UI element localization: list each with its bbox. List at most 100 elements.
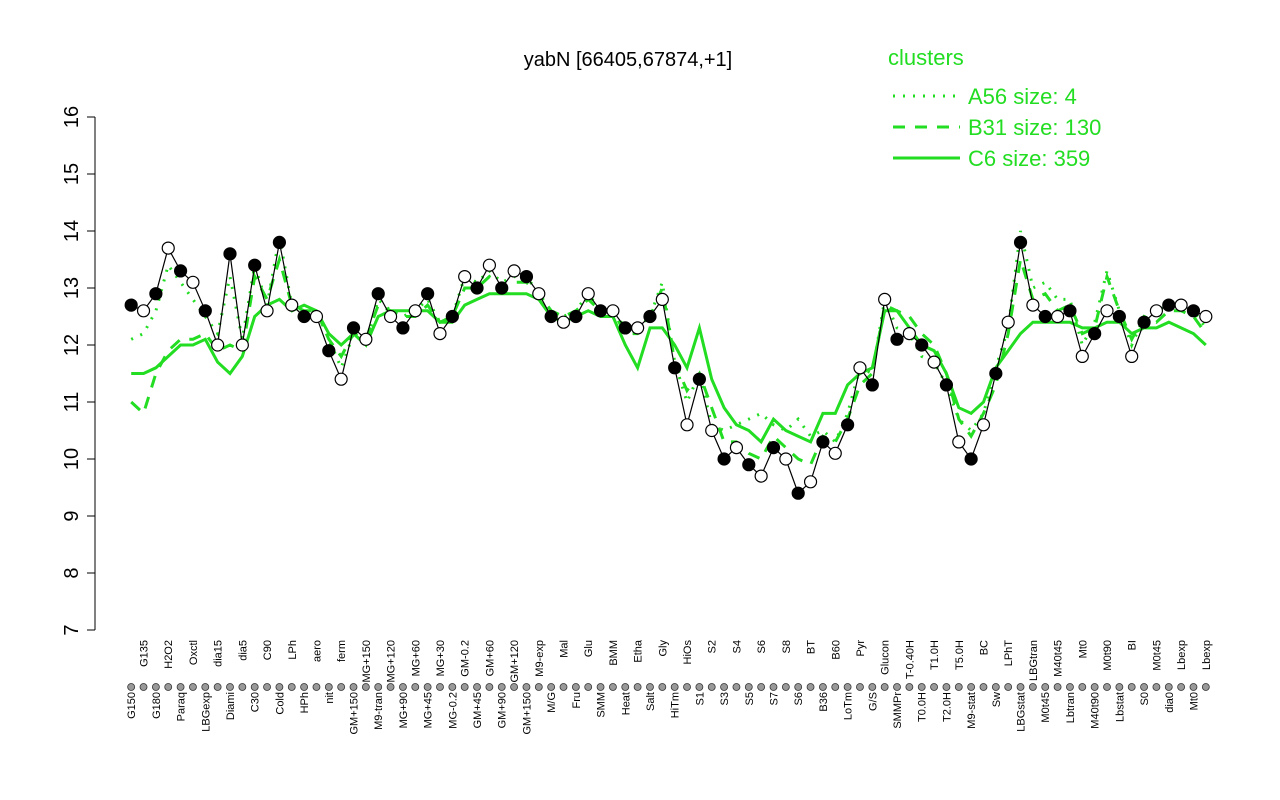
data-point xyxy=(260,304,274,318)
x-tick-label: MG+150 xyxy=(361,640,373,683)
x-rug xyxy=(460,683,469,691)
data-point xyxy=(235,338,249,352)
x-tick-label: Paraq xyxy=(176,692,188,721)
data-point xyxy=(1186,304,1201,318)
x-tick-label: aero xyxy=(311,640,323,662)
data-point xyxy=(322,344,336,358)
x-rug xyxy=(485,683,494,691)
x-tick-label: Lbexp xyxy=(1176,640,1188,670)
x-tick-label: HPh xyxy=(299,692,311,713)
data-point xyxy=(1174,298,1188,312)
cluster-line xyxy=(130,254,1208,467)
x-rug xyxy=(905,683,914,691)
data-point xyxy=(544,309,558,324)
x-tick-label: C30 xyxy=(250,692,262,712)
x-rug xyxy=(781,683,790,691)
data-point xyxy=(742,458,756,472)
data-point xyxy=(1199,309,1213,324)
x-rug xyxy=(1028,683,1037,691)
x-tick-label: M9-stat xyxy=(966,692,978,729)
x-tick-label: BC xyxy=(978,640,990,655)
data-point xyxy=(729,441,744,455)
x-rug xyxy=(275,683,284,691)
data-point xyxy=(1112,309,1126,324)
x-tick-label: M0t45 xyxy=(1151,640,1163,671)
x-rug xyxy=(658,683,667,691)
x-tick-label: Lbstat xyxy=(1114,692,1126,722)
data-point xyxy=(655,292,669,306)
data-point xyxy=(124,298,138,312)
data-point xyxy=(495,281,509,295)
data-point xyxy=(989,366,1003,381)
x-rug xyxy=(1189,683,1198,691)
x-tick-label: M0t90 xyxy=(1102,640,1114,671)
x-rug xyxy=(1140,683,1148,691)
x-tick-label: S8 xyxy=(781,640,793,653)
data-point xyxy=(519,270,534,284)
data-point xyxy=(272,235,287,249)
x-rug xyxy=(226,683,234,691)
x-rug xyxy=(954,683,963,691)
x-rug xyxy=(979,683,988,691)
x-tick-label: MG+30 xyxy=(435,640,447,676)
x-rug xyxy=(337,683,346,691)
x-rug xyxy=(880,683,889,691)
data-point xyxy=(569,309,583,324)
x-rug xyxy=(448,683,457,691)
data-point xyxy=(556,315,571,329)
x-rug xyxy=(213,683,222,691)
data-point xyxy=(136,304,151,318)
data-point xyxy=(841,418,855,432)
data-point xyxy=(865,378,879,392)
data-point xyxy=(198,304,212,318)
x-tick-label: T-0.40H xyxy=(904,640,916,679)
x-tick-label: G/S xyxy=(867,692,879,711)
x-tick-label: LoTm xyxy=(843,692,855,720)
x-tick-label: SMM xyxy=(596,692,608,718)
data-point xyxy=(976,418,991,432)
x-tick-label: Sw xyxy=(991,692,1003,707)
x-rug xyxy=(843,683,852,691)
data-point xyxy=(334,372,348,386)
x-rug xyxy=(967,683,976,691)
legend-label: B31 size: 130 xyxy=(968,115,1101,140)
x-tick-label: LBGexp xyxy=(200,692,212,732)
x-rug xyxy=(991,683,1000,691)
x-tick-label: MG+120 xyxy=(386,640,398,683)
x-rug xyxy=(819,683,827,691)
x-tick-label: Mal xyxy=(559,640,571,658)
x-rug xyxy=(930,683,938,691)
x-rug xyxy=(139,683,148,691)
x-tick-label: HiTm xyxy=(670,692,682,718)
x-rug xyxy=(683,683,691,691)
x-rug xyxy=(695,683,704,691)
x-tick-label: T2.0H xyxy=(941,692,953,722)
x-tick-label: SMMPr xyxy=(892,692,904,729)
data-point xyxy=(396,321,410,335)
x-rug xyxy=(633,683,642,691)
x-rug xyxy=(324,683,333,691)
x-rug xyxy=(423,683,432,691)
data-point xyxy=(532,287,546,301)
x-rug xyxy=(794,683,803,691)
x-rug xyxy=(1041,683,1050,691)
x-tick-label: Salt xyxy=(645,692,657,711)
y-tick-label: 9 xyxy=(61,510,83,521)
x-rug xyxy=(1090,683,1099,691)
data-point xyxy=(248,258,262,272)
data-point xyxy=(149,287,163,301)
x-rug xyxy=(1004,683,1013,691)
x-rug xyxy=(670,683,679,691)
legend-label: A56 size: 4 xyxy=(968,84,1077,109)
data-point xyxy=(618,321,632,335)
x-rug xyxy=(1127,683,1136,691)
data-point xyxy=(705,423,719,438)
data-point xyxy=(754,469,768,483)
x-tick-label: dia15 xyxy=(213,640,225,667)
data-point xyxy=(915,338,929,352)
x-tick-label: C90 xyxy=(262,640,274,660)
x-rug xyxy=(856,683,864,691)
x-rug xyxy=(806,683,815,691)
x-tick-label: GM-0.2 xyxy=(460,640,472,677)
